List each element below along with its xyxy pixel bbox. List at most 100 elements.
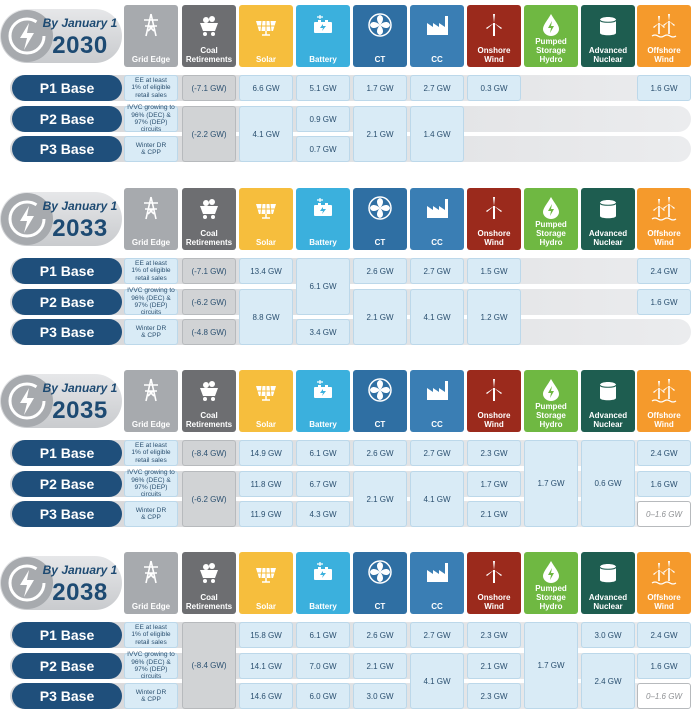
grid-edge-text: 96% (DEC) & [131,111,171,119]
solar-panel-icon [256,385,276,401]
column-header-label: Nuclear [593,420,623,429]
value-cell-coal: (-8.4 GW) [182,440,236,466]
value-cell-ct: 1.7 GW [353,75,407,101]
column-header-grid: Grid Edge [124,370,178,432]
value-cell-batt: 0.9 GW [296,106,350,132]
column-header-label: CC [431,55,443,64]
grid-edge-text: & CPP [141,696,161,703]
column-header-label: Coal [200,229,218,238]
column-header-label: Retirements [185,55,233,64]
grid-edge-text: EE at least [135,76,167,84]
turbine-fan-icon [368,378,392,402]
column-header-label: CC [431,602,443,611]
grid-edge-cell: IVVC growing to 96% (DEC) & 97% (DEP) circu… [124,104,178,133]
column-header-nuc: Advanced Nuclear [581,552,635,614]
column-header-label: Grid Edge [131,420,171,429]
wind-turbine-icon [486,561,502,583]
column-header-label: Wind [484,238,504,247]
column-header-batt: Battery [296,5,350,67]
column-header-label: Battery [309,420,337,429]
value-cell-off: 0–1.6 GW [637,501,691,527]
column-header-label: Offshore [647,411,681,420]
row-band [10,106,691,132]
column-header-label: Wind [484,55,504,64]
value-cell-off: 1.6 GW [637,75,691,101]
column-header-label: Nuclear [593,602,623,611]
water-bolt-icon [543,197,559,219]
grid-edge-text: Winter DR [135,324,167,332]
column-header-label: Onshore [477,593,511,602]
year-number: 2033 [52,215,108,242]
factory-icon [427,563,448,582]
grid-edge-text: IVVC growing to [127,469,175,477]
row-label-p1: P1 Base [12,440,122,466]
column-header-label: Wind [484,420,504,429]
value-cell-ct: 2.6 GW [353,622,407,648]
column-header-label: Wind [484,602,504,611]
column-header-label: Pumped [535,37,567,46]
value-cell-batt: 3.4 GW [296,319,350,345]
value-cell-off: 1.6 GW [637,471,691,497]
column-header-label: Hydro [539,238,563,247]
transmission-tower-icon [144,13,158,37]
column-header-cc: CC [410,552,464,614]
column-header-label: Wind [654,238,674,247]
value-cell-coal: (-6.2 GW) [182,471,236,527]
column-header-label: Storage [536,229,566,238]
value-cell-batt: 6.1 GW [296,622,350,648]
transmission-tower-icon [144,560,158,584]
solar-panel-icon [256,567,276,583]
column-header-off: Offshore Wind [637,188,691,250]
coal-cart-icon [200,16,218,36]
column-header-batt: Battery [296,370,350,432]
value-cell-ct: 2.1 GW [353,106,407,162]
value-cell-batt: 6.1 GW [296,440,350,466]
column-header-label: Coal [200,411,218,420]
column-header-label: CT [374,602,386,611]
coal-cart-icon [200,199,218,219]
value-cell-off: 2.4 GW [637,622,691,648]
value-cell-wind: 0.3 GW [467,75,521,101]
column-header-label: Coal [200,593,218,602]
value-cell-off: 0–1.6 GW [637,683,691,709]
row-band [10,75,691,101]
value-cell-coal: (-6.2 GW) [182,289,236,315]
row-band [10,319,691,345]
row-label-p2: P2 Base [12,471,122,497]
column-header-label: Storage [536,593,566,602]
value-cell-coal: (-8.4 GW) [182,622,236,709]
column-header-wind: Onshore Wind [467,188,521,250]
value-cell-wind: 2.3 GW [467,622,521,648]
value-cell-batt: 4.3 GW [296,501,350,527]
grid-edge-text: 97% (DEP) [134,119,168,126]
bolt-icon [1,10,53,62]
value-cell-off: 1.6 GW [637,289,691,315]
grid-edge-text: 97% (DEP) [134,666,168,673]
column-header-batt: Battery [296,552,350,614]
value-cell-cc: 4.1 GW [410,289,464,345]
column-header-label: Wind [654,55,674,64]
column-header-label: Nuclear [593,55,623,64]
column-header-solar: Solar [239,552,293,614]
value-cell-solar: 8.8 GW [239,289,293,345]
grid-edge-text: Winter DR [135,688,167,696]
year-number: 2038 [52,579,108,606]
column-header-label: Wind [654,602,674,611]
row-band [10,258,691,284]
value-cell-cc: 2.7 GW [410,622,464,648]
factory-icon [427,381,448,400]
grid-edge-cell: Winter DR & CPP [124,319,178,345]
value-cell-wind: 1.7 GW [467,471,521,497]
row-label-p3: P3 Base [12,501,122,527]
grid-edge-text: circuits [140,673,162,681]
column-header-label: Pumped [535,584,567,593]
column-header-label: CT [374,238,386,247]
grid-edge-text: circuits [140,309,162,317]
row-label-p1: P1 Base [12,258,122,284]
coal-cart-icon [200,381,218,401]
grid-edge-cell: EE at least 1% of eligible retail sales [124,258,178,284]
column-header-ct: CT [353,552,407,614]
column-header-label: Solar [255,55,276,64]
grid-edge-text: 1% of eligible [131,267,171,275]
